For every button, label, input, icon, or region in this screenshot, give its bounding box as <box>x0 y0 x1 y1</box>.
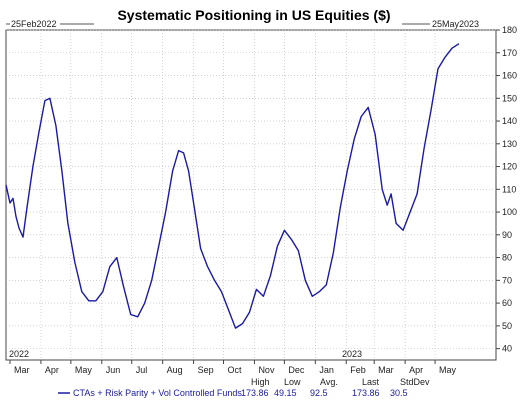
chart-title: Systematic Positioning in US Equities ($… <box>117 7 390 23</box>
year-label-2023: 2023 <box>342 349 362 359</box>
y-tick-label: 120 <box>502 162 517 172</box>
y-tick-label: 160 <box>502 71 517 81</box>
y-axis: 40 50 60 70 80 90 100 110 120 130 140 150 160 170 180 <box>496 25 517 354</box>
y-tick-label: 170 <box>502 48 517 58</box>
x-tick-label: Jun <box>106 365 121 375</box>
y-tick-label: 100 <box>502 207 517 217</box>
stats-value: 173.86 <box>241 388 269 398</box>
x-tick-label: Mar <box>378 365 394 375</box>
x-tick-label: Aug <box>167 365 183 375</box>
year-label-2022: 2022 <box>9 349 29 359</box>
y-tick-label: 80 <box>502 253 512 263</box>
y-tick-label: 180 <box>502 25 517 35</box>
stats-header: Last <box>362 377 380 387</box>
legend: CTAs + Risk Parity + Vol Controlled Fund… <box>58 388 242 398</box>
stats-table: High Low Avg. Last StdDev 173.86 49.15 92.5 173.… <box>241 377 430 398</box>
series-line <box>5 43 460 329</box>
legend-label: CTAs + Risk Parity + Vol Controlled Fund… <box>73 388 242 398</box>
x-tick-label: Nov <box>258 365 275 375</box>
x-tick-label: Oct <box>228 365 243 375</box>
stats-header: StdDev <box>400 377 430 387</box>
stats-value: 49.15 <box>274 388 297 398</box>
grid <box>6 29 496 360</box>
y-tick-label: 70 <box>502 275 512 285</box>
series-layer <box>5 43 460 329</box>
x-tick-label: Jan <box>319 365 334 375</box>
y-tick-label: 150 <box>502 93 517 103</box>
stats-value: 92.5 <box>310 388 328 398</box>
x-tick-label: Apr <box>45 365 59 375</box>
x-tick-label: Apr <box>409 365 423 375</box>
y-tick-label: 130 <box>502 139 517 149</box>
stats-header: Low <box>284 377 301 387</box>
x-tick-label: May <box>439 365 457 375</box>
x-tick-label: May <box>75 365 93 375</box>
stats-value: 30.5 <box>390 388 408 398</box>
x-tick-label: Sep <box>198 365 214 375</box>
y-tick-label: 40 <box>502 344 512 354</box>
start-date-label: 25Feb2022 <box>11 19 57 29</box>
x-axis: Mar Apr May Jun Jul Aug Sep Oct Nov Dec Jan Feb Mar A… <box>9 360 457 375</box>
stats-value: 173.86 <box>352 388 380 398</box>
x-tick-label: Mar <box>14 365 30 375</box>
x-tick-label: Feb <box>350 365 366 375</box>
stats-header: High <box>251 377 270 387</box>
end-date-label: 25May2023 <box>432 19 479 29</box>
y-tick-label: 50 <box>502 321 512 331</box>
y-tick-label: 110 <box>502 184 516 194</box>
date-range: 25Feb2022 25May2023 <box>6 19 479 29</box>
x-tick-label: Dec <box>288 365 305 375</box>
y-tick-label: 60 <box>502 298 512 308</box>
x-tick-label: Jul <box>136 365 148 375</box>
y-tick-label: 140 <box>502 116 517 126</box>
y-tick-label: 90 <box>502 230 512 240</box>
plot-area <box>5 29 497 361</box>
stats-header: Avg. <box>320 377 338 387</box>
